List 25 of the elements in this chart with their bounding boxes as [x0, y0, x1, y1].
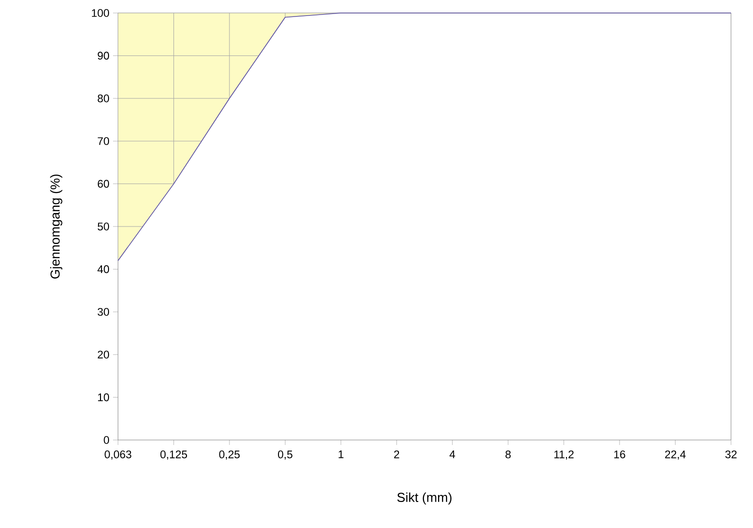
x-tick-label: 2	[394, 450, 400, 458]
x-tick-label: 1	[338, 450, 344, 458]
y-tick-label: 80	[98, 94, 110, 102]
x-tick-label: 0,5	[278, 450, 292, 460]
y-tick-label: 10	[98, 393, 110, 402]
y-tick-label: 60	[98, 180, 110, 188]
x-axis-title: Sikt (mm)	[397, 492, 452, 505]
y-tick-label: 50	[98, 222, 110, 230]
y-tick-label: 20	[98, 350, 110, 358]
x-tick-label: 11,2	[554, 450, 574, 460]
x-tick-label: 16	[614, 450, 626, 458]
x-tick-label: 4	[450, 450, 456, 458]
y-tick-label: 40	[97, 265, 110, 274]
x-tick-label: 32	[725, 450, 737, 458]
y-tick-label: 70	[98, 137, 110, 145]
y-tick-label: 90	[98, 52, 110, 60]
y-tick-label: 0	[104, 436, 110, 444]
x-tick-label: 0,25	[219, 450, 240, 460]
y-tick-label: 100	[92, 9, 110, 17]
x-tick-label: 22,4	[665, 450, 686, 460]
y-tick-label: 30	[98, 308, 110, 316]
x-tick-label: 8	[506, 450, 511, 458]
y-axis-title: Gjennomgang (%)	[50, 174, 62, 279]
x-tick-label: 0,125	[160, 450, 188, 460]
x-tick-label: 0,063	[104, 450, 132, 460]
